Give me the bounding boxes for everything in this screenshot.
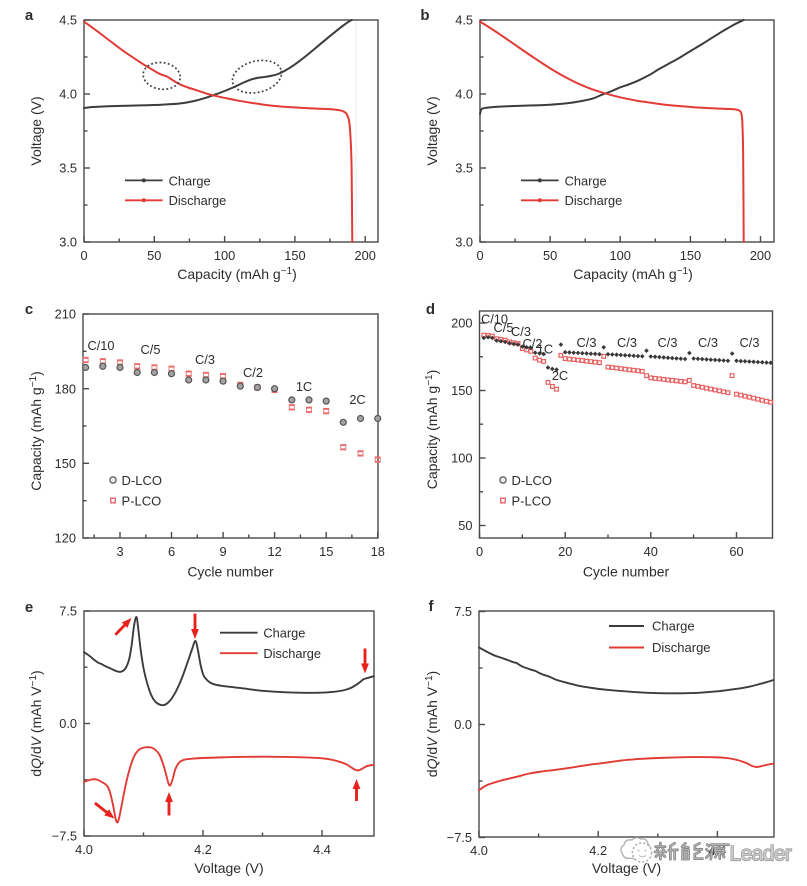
svg-text:Cycle number: Cycle number	[583, 564, 670, 580]
svg-text:Discharge: Discharge	[565, 193, 623, 208]
svg-text:150: 150	[55, 456, 76, 471]
svg-text:0: 0	[476, 544, 483, 559]
svg-text:Capacity (mAh g−1): Capacity (mAh g−1)	[28, 371, 44, 491]
svg-text:4.5: 4.5	[59, 13, 77, 28]
svg-text:4.0: 4.0	[59, 87, 77, 102]
svg-text:a: a	[25, 7, 34, 24]
svg-text:C/2: C/2	[523, 336, 543, 351]
svg-text:C/3: C/3	[698, 335, 718, 350]
svg-text:4.4: 4.4	[313, 842, 331, 857]
svg-text:200: 200	[451, 316, 472, 331]
svg-text:Discharge: Discharge	[263, 646, 321, 661]
svg-text:Capacity (mAh g−1): Capacity (mAh g−1)	[573, 266, 693, 282]
svg-text:Cycle number: Cycle number	[187, 564, 274, 580]
svg-text:e: e	[25, 599, 33, 616]
svg-text:3.5: 3.5	[59, 161, 77, 176]
svg-text:15: 15	[319, 544, 333, 559]
svg-text:b: b	[420, 7, 429, 24]
svg-text:−7.5: −7.5	[447, 830, 472, 845]
svg-text:−7.5: −7.5	[52, 829, 77, 844]
svg-text:50: 50	[458, 518, 472, 533]
svg-text:0.0: 0.0	[454, 717, 472, 732]
svg-text:P-LCO: P-LCO	[512, 494, 552, 509]
svg-text:1C: 1C	[537, 342, 553, 357]
svg-text:4.0: 4.0	[75, 842, 93, 857]
svg-text:50: 50	[543, 248, 557, 263]
svg-text:200: 200	[355, 248, 376, 263]
svg-text:200: 200	[750, 248, 771, 263]
svg-text:Capacity (mAh g−1): Capacity (mAh g−1)	[177, 266, 297, 282]
svg-text:C/10: C/10	[87, 338, 114, 353]
svg-text:P-LCO: P-LCO	[122, 494, 162, 509]
svg-text:2C: 2C	[349, 392, 365, 407]
svg-text:0.0: 0.0	[59, 716, 77, 731]
svg-text:C/5: C/5	[494, 320, 514, 335]
svg-text:3: 3	[116, 544, 123, 559]
svg-text:C/2: C/2	[243, 365, 263, 380]
svg-text:0: 0	[80, 248, 87, 263]
svg-text:Voltage (V): Voltage (V)	[194, 860, 263, 876]
svg-text:d: d	[426, 301, 435, 318]
svg-text:3.0: 3.0	[59, 235, 77, 250]
svg-text:2C: 2C	[552, 368, 568, 383]
svg-text:4.2: 4.2	[589, 843, 607, 858]
svg-text:Leader: Leader	[730, 843, 792, 866]
svg-text:4.2: 4.2	[194, 842, 212, 857]
svg-text:f: f	[429, 598, 435, 615]
svg-text:7.5: 7.5	[454, 604, 472, 619]
svg-text:D-LCO: D-LCO	[512, 473, 552, 488]
svg-text:Voltage (V): Voltage (V)	[28, 96, 44, 165]
svg-text:100: 100	[610, 248, 631, 263]
svg-text:6: 6	[168, 544, 175, 559]
svg-text:Charge: Charge	[169, 173, 211, 188]
svg-text:C/3: C/3	[617, 335, 637, 350]
svg-text:150: 150	[680, 248, 701, 263]
svg-text:3.5: 3.5	[455, 161, 473, 176]
svg-text:Discharge: Discharge	[652, 640, 711, 655]
svg-text:180: 180	[55, 381, 76, 396]
svg-text:20: 20	[558, 544, 572, 559]
svg-text:150: 150	[284, 248, 305, 263]
svg-text:12: 12	[267, 544, 281, 559]
svg-text:4.0: 4.0	[470, 843, 488, 858]
svg-text:4.5: 4.5	[455, 13, 473, 28]
svg-text:C/3: C/3	[658, 335, 678, 350]
svg-text:Voltage (V): Voltage (V)	[424, 96, 440, 165]
svg-text:18: 18	[371, 544, 385, 559]
svg-text:dQ/dV (mAh V−1): dQ/dV (mAh V−1)	[424, 671, 440, 777]
svg-text:4.0: 4.0	[455, 87, 473, 102]
svg-text:40: 40	[644, 544, 658, 559]
svg-text:Charge: Charge	[652, 619, 695, 634]
svg-text:Charge: Charge	[263, 626, 305, 641]
svg-text:9: 9	[220, 544, 227, 559]
svg-text:Discharge: Discharge	[169, 193, 227, 208]
svg-text:Voltage (V): Voltage (V)	[592, 860, 661, 876]
svg-text:D-LCO: D-LCO	[122, 473, 162, 488]
svg-text:120: 120	[55, 531, 76, 546]
svg-text:C/3: C/3	[511, 324, 531, 339]
svg-text:C/3: C/3	[195, 352, 215, 367]
svg-text:50: 50	[147, 248, 161, 263]
svg-text:C/3: C/3	[577, 335, 597, 350]
svg-text:210: 210	[55, 307, 76, 322]
svg-text:C/10: C/10	[481, 312, 508, 327]
svg-text:150: 150	[451, 383, 472, 398]
svg-text:C/3: C/3	[740, 335, 760, 350]
svg-text:Charge: Charge	[565, 173, 607, 188]
svg-text:7.5: 7.5	[59, 604, 77, 619]
svg-text:c: c	[25, 301, 33, 318]
svg-text:100: 100	[451, 451, 472, 466]
svg-text:0: 0	[476, 248, 483, 263]
svg-text:dQ/dV (mAh V−1): dQ/dV (mAh V−1)	[28, 670, 44, 776]
svg-text:C/5: C/5	[141, 342, 161, 357]
svg-text:3.0: 3.0	[455, 235, 473, 250]
svg-text:Capacity (mAh g−1): Capacity (mAh g−1)	[424, 370, 440, 490]
svg-text:1C: 1C	[296, 379, 312, 394]
svg-text:60: 60	[729, 544, 743, 559]
svg-text:100: 100	[214, 248, 235, 263]
